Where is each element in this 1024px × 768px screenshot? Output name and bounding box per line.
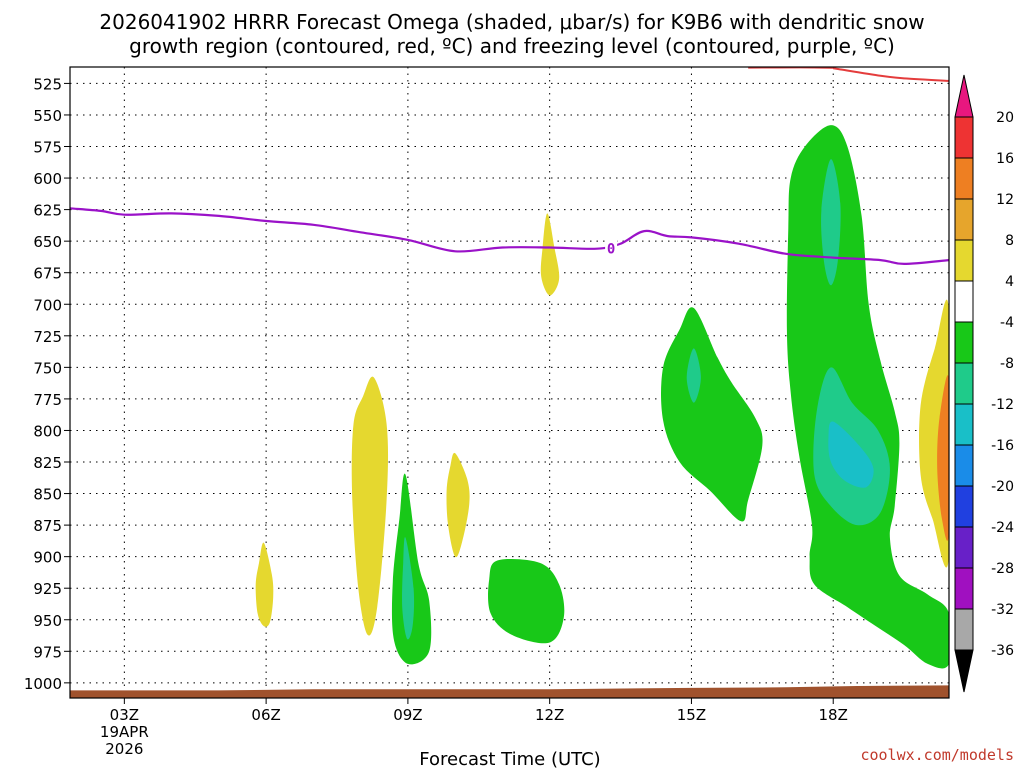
colorbar-label-16: 16 [996,151,1014,167]
colorbar-band-12-to-8 [954,198,974,241]
colorbar-band--16-to--20 [954,444,974,487]
omega-region-y12z [540,213,560,296]
plot-frame [69,66,950,699]
colorbar-label--12: -12 [991,397,1014,413]
y-tick-label-525: 525 [33,75,62,93]
chart-title-line-2: growth region (contoured, red, ºC) and f… [129,34,895,58]
freezing-level-label: 0 [607,242,615,258]
y-tick-label-800: 800 [33,422,62,440]
x-tick-label-18Z: 18Z [819,706,848,724]
y-tick-label-725: 725 [33,328,62,346]
colorbar: 20 16 12 8 4 -4 -8 -12 -16 -20 -24 -28 -32 -36 [954,74,1014,693]
colorbar-label--36: -36 [991,643,1014,659]
omega-region-t9z [402,537,415,640]
y-tick-label-950: 950 [33,612,62,630]
colorbar-band-16-to-12 [954,157,974,200]
y-tick-label-650: 650 [33,233,62,251]
colorbar-label-8: 8 [1005,233,1014,249]
colorbar-top-triangle [954,74,974,118]
colorbar-band-8-to-4 [954,239,974,282]
credit-text: coolwx.com/models [860,746,1014,764]
omega-region-t15z [686,348,701,403]
chart-title-line-1: 2026041902 HRRR Forecast Omega (shaded, … [99,10,924,34]
colorbar-label--16: -16 [991,438,1014,454]
y-tick-label-775: 775 [33,391,62,409]
colorbar-label--24: -24 [991,520,1014,536]
y-tick-label-675: 675 [33,265,62,283]
colorbar-label--32: -32 [991,602,1014,618]
x-axis-label: Forecast Time (UTC) [419,749,600,768]
y-tick-label-750: 750 [33,359,62,377]
dendritic-zone-line [833,67,949,82]
colorbar-label-4: 4 [1005,274,1014,290]
y-tick-label-700: 700 [33,296,62,314]
colorbar-label-20: 20 [996,110,1014,126]
colorbar-band--24-to--28 [954,526,974,569]
freezing-level-label-bg [605,239,618,256]
omega-shaded-regions [255,125,949,669]
omega-region-g11z [488,558,565,644]
omega-region-c18z [828,421,874,488]
x-tick-label-06Z: 06Z [251,706,280,724]
colorbar-label--4: -4 [1000,315,1014,331]
y-tick-label-600: 600 [33,170,62,188]
colorbar-band--8-to--12 [954,362,974,405]
x-tick-label-12Z: 12Z [535,706,564,724]
colorbar-label--20: -20 [991,479,1014,495]
colorbar-band--32-to--36 [954,608,974,651]
y-axis: 525 550 575 600 625 650 675 700 725 750 775 800 825 8… [24,75,70,693]
colorbar-band--20-to--24 [954,485,974,528]
y-tick-label-1000: 1000 [24,675,62,693]
colorbar-band--4-to--8 [954,321,974,364]
colorbar-band-20-to-16 [954,116,974,159]
x-tick-label-03Z: 03Z [110,706,139,724]
y-tick-label-850: 850 [33,486,62,504]
omega-region-y6z [255,542,274,627]
omega-region-t18z_upper [821,159,841,286]
freezing-level-line [70,207,949,266]
y-tick-label-900: 900 [33,549,62,567]
colorbar-label--28: -28 [991,561,1014,577]
colorbar-band-4-to--4 [954,280,974,323]
colorbar-label--8: -8 [1000,356,1014,372]
y-tick-label-550: 550 [33,107,62,125]
omega-region-g15z [661,307,763,522]
terrain-fill [70,685,949,698]
x-tick-year: 2026 [105,740,143,758]
colorbar-band--12-to--16 [954,403,974,446]
colorbar-band--28-to--32 [954,567,974,610]
omega-region-g9z [391,473,432,665]
omega-region-o20z [937,375,949,541]
omega-region-y10z [446,452,470,558]
y-tick-label-925: 925 [33,580,62,598]
x-tick-date: 19APR [100,723,149,741]
y-tick-label-575: 575 [33,139,62,157]
y-tick-label-825: 825 [33,454,62,472]
y-tick-label-875: 875 [33,517,62,535]
colorbar-bottom-triangle [954,649,974,693]
colorbar-label-12: 12 [996,192,1014,208]
x-tick-label-09Z: 09Z [393,706,422,724]
y-tick-label-975: 975 [33,643,62,661]
x-tick-label-15Z: 15Z [677,706,706,724]
omega-region-y8z [351,376,389,636]
terrain [70,685,949,698]
y-tick-label-625: 625 [33,202,62,220]
